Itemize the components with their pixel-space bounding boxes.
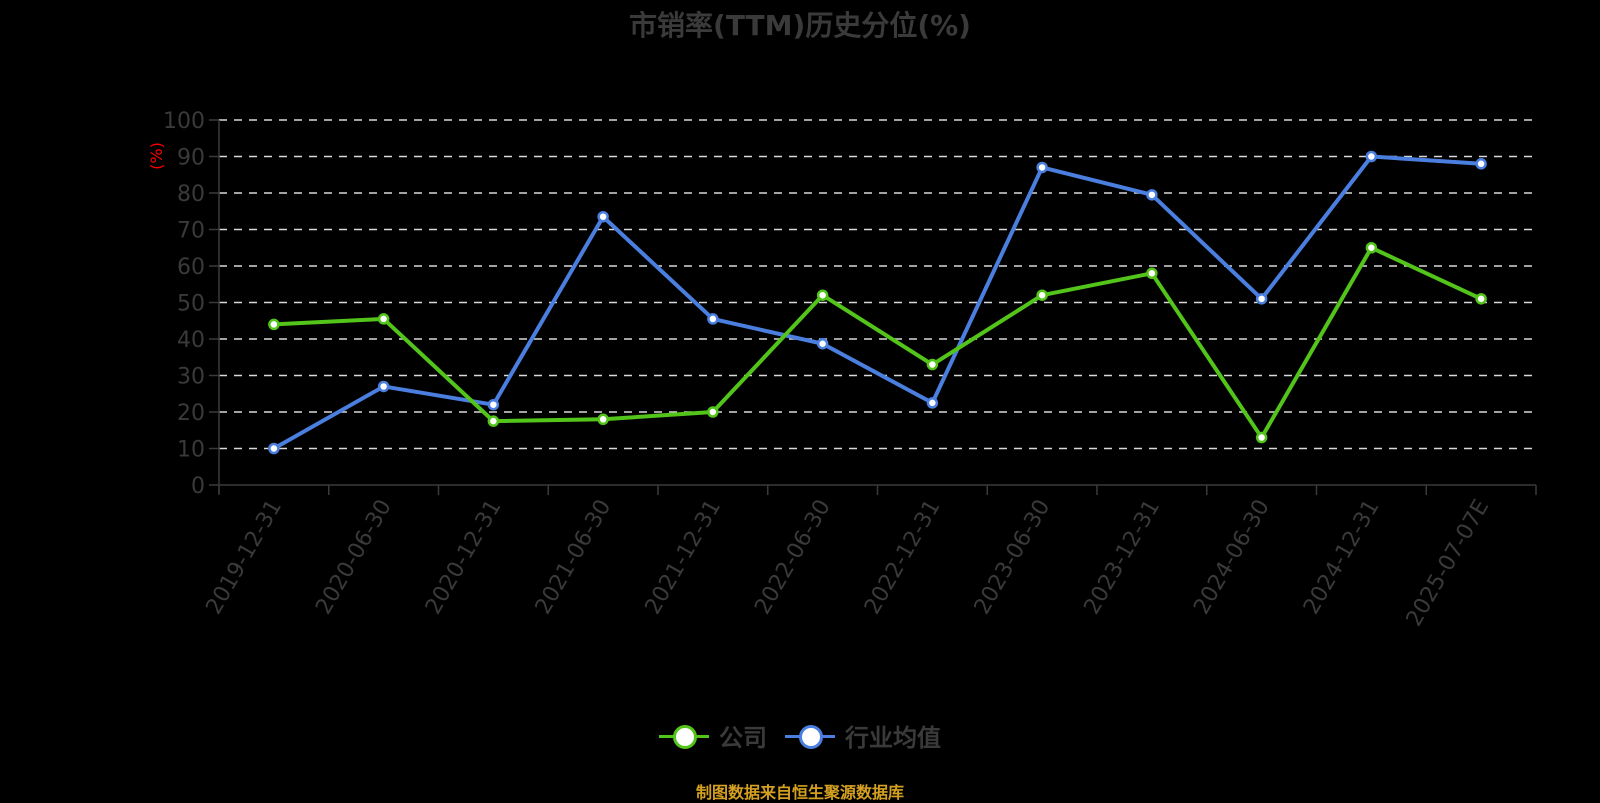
data-point[interactable] (377, 313, 390, 325)
x-tick-label: 2024-06-30 (1189, 496, 1275, 619)
y-tick-label: 30 (177, 365, 205, 390)
data-point[interactable] (816, 337, 829, 350)
x-tick-label: 2020-06-30 (311, 496, 397, 619)
data-point[interactable] (926, 358, 939, 371)
y-tick-label: 20 (177, 401, 205, 426)
data-point[interactable] (1036, 289, 1048, 301)
data-point[interactable] (377, 380, 390, 393)
data-point[interactable] (707, 313, 719, 325)
data-point[interactable] (1475, 293, 1487, 305)
x-tick-label: 2020-12-31 (421, 496, 507, 619)
y-tick-label: 70 (177, 219, 205, 244)
chart-title: 市销率(TTM)历史分位(%) (629, 9, 971, 42)
data-point[interactable] (707, 406, 719, 418)
data-point[interactable] (1255, 293, 1268, 305)
legend-industry-marker-icon (785, 724, 835, 749)
y-tick-label: 100 (163, 109, 205, 134)
y-tick-label: 90 (177, 146, 205, 171)
legend-industry-label: 行业均值 (845, 724, 941, 752)
y-unit-label: (%) (147, 142, 166, 170)
data-point[interactable] (487, 415, 500, 427)
data-point[interactable] (1255, 431, 1268, 444)
series-company-line (273, 245, 1482, 440)
data-point[interactable] (1146, 189, 1158, 201)
legend-item-industry[interactable]: 行业均值 (785, 718, 941, 753)
x-tick-label: 2021-06-30 (531, 496, 617, 619)
data-point[interactable] (1365, 150, 1378, 163)
y-tick-label: 60 (177, 255, 205, 280)
x-tick-label: 2023-12-31 (1079, 496, 1165, 619)
data-point[interactable] (1365, 242, 1378, 254)
y-tick-label: 50 (177, 292, 205, 317)
data-point[interactable] (597, 210, 609, 223)
x-tick-label: 2019-12-31 (201, 496, 287, 619)
data-point[interactable] (268, 318, 280, 331)
legend-company-marker-icon (659, 724, 709, 749)
x-tick-label: 2022-06-30 (750, 496, 836, 619)
y-tick-label: 40 (177, 328, 205, 353)
data-point[interactable] (926, 397, 939, 409)
x-tick-label: 2022-12-31 (860, 496, 946, 619)
y-tick-label: 80 (177, 182, 205, 207)
y-tick-label: 10 (177, 438, 205, 463)
data-point[interactable] (1475, 158, 1487, 170)
data-point[interactable] (487, 398, 500, 411)
y-tick-label: 0 (191, 474, 205, 499)
x-tick-label: 2023-06-30 (970, 496, 1056, 619)
legend-item-company[interactable]: 公司 (659, 718, 767, 753)
data-source-note: 制图数据来自恒生聚源数据库 (695, 783, 904, 802)
x-tick-label: 2021-12-31 (640, 496, 726, 619)
legend: 公司 行业均值 (0, 718, 1600, 753)
x-tick-label: 2025-07-07E (1402, 496, 1495, 631)
data-point[interactable] (1146, 267, 1158, 280)
data-point[interactable] (1036, 161, 1048, 174)
data-point[interactable] (597, 413, 609, 426)
data-point[interactable] (268, 442, 280, 455)
data-point[interactable] (816, 289, 829, 301)
legend-company-label: 公司 (719, 724, 767, 752)
x-tick-label: 2024-12-31 (1299, 496, 1385, 619)
